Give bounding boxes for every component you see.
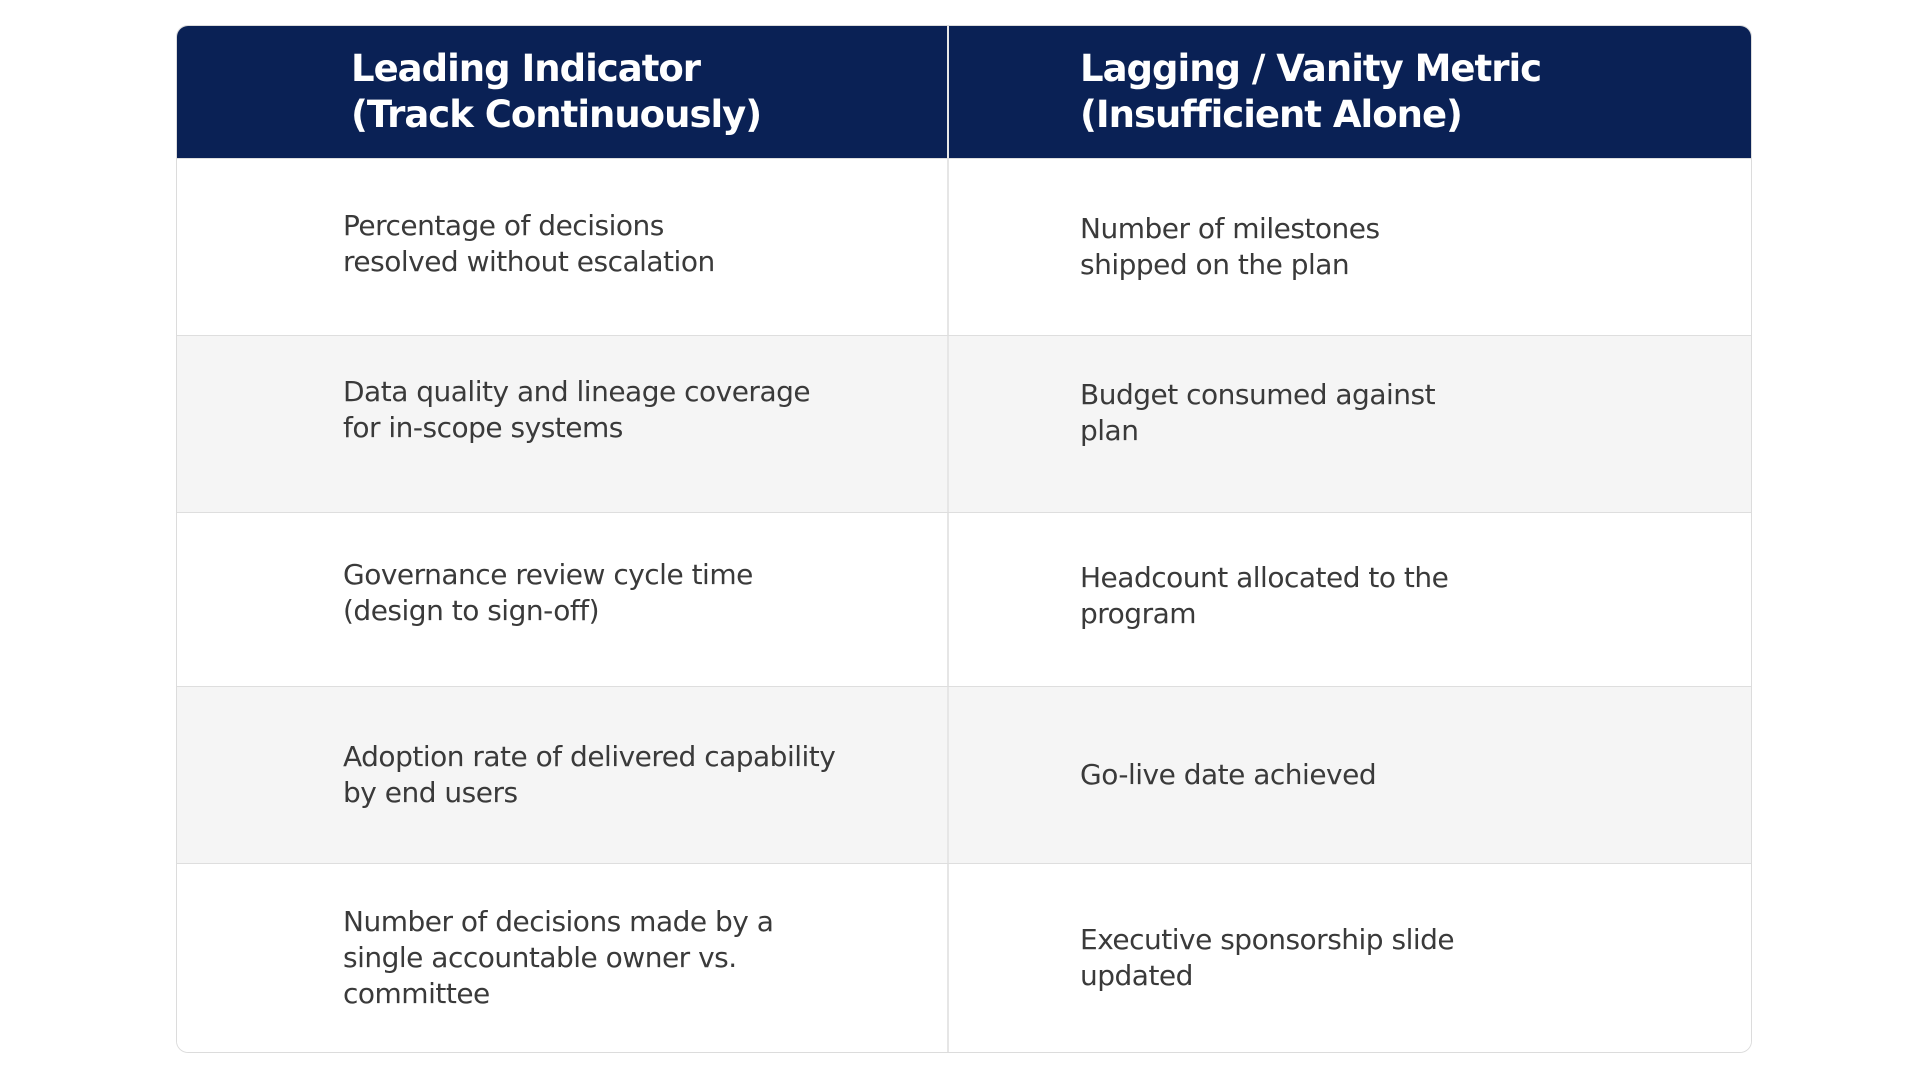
leading-cell: Adoption rate of delivered capability by… — [177, 687, 949, 863]
table-row: Data quality and lineage coverage for in… — [177, 335, 1751, 512]
header-leading-line-2: (Track Continuously) — [351, 93, 762, 136]
cell-line: updated — [1080, 959, 1193, 992]
cell-line: Number of milestones — [1080, 212, 1380, 245]
cell-line: Adoption rate of delivered capability — [343, 740, 836, 773]
cell-line: Governance review cycle time — [343, 557, 753, 591]
leading-cell: Governance review cycle time (design to … — [177, 513, 949, 686]
cell-line: for in-scope systems — [343, 411, 623, 444]
cell-line: Data quality and lineage coverage — [343, 375, 811, 408]
cell-line: Budget consumed against — [1080, 378, 1436, 411]
lagging-cell: Budget consumed against plan — [949, 336, 1751, 512]
table-row: Number of decisions made by a single acc… — [177, 863, 1751, 1052]
leading-cell: Data quality and lineage coverage for in… — [177, 336, 949, 512]
cell-line: by end users — [343, 776, 518, 809]
header-leading-indicator: Leading Indicator (Track Continuously) — [177, 26, 949, 158]
lagging-cell: Go-live date achieved — [949, 687, 1751, 863]
header-lagging-line-2: (Insufficient Alone) — [1080, 93, 1463, 136]
table-row: Governance review cycle time (design to … — [177, 512, 1751, 686]
header-lagging-line-1: Lagging / Vanity Metric — [1080, 47, 1542, 90]
header-lagging-metric: Lagging / Vanity Metric (Insufficient Al… — [949, 26, 1751, 158]
cell-line: Executive sponsorship slide — [1080, 923, 1455, 956]
cell-line: Headcount allocated to the — [1080, 561, 1449, 594]
table-header: Leading Indicator (Track Continuously) L… — [177, 26, 1751, 158]
cell-line: Number of decisions made by a — [343, 905, 774, 938]
cell-line: resolved without escalation — [343, 245, 715, 278]
leading-cell: Number of decisions made by a single acc… — [177, 864, 949, 1052]
cell-line: single accountable owner vs. — [343, 941, 737, 974]
cell-line: plan — [1080, 414, 1139, 447]
cell-line: Go-live date achieved — [1080, 758, 1377, 791]
header-leading-line-1: Leading Indicator — [351, 47, 701, 90]
cell-line: shipped on the plan — [1080, 248, 1350, 281]
table-row: Percentage of decisions resolved without… — [177, 158, 1751, 335]
table-row: Adoption rate of delivered capability by… — [177, 686, 1751, 863]
cell-line: (design to sign-off) — [343, 593, 600, 627]
lagging-cell: Number of milestones shipped on the plan — [949, 159, 1751, 335]
cell-line: program — [1080, 597, 1197, 630]
cell-line: committee — [343, 977, 490, 1010]
lagging-cell: Executive sponsorship slide updated — [949, 864, 1751, 1052]
lagging-cell: Headcount allocated to the program — [949, 513, 1751, 686]
cell-line: Percentage of decisions — [343, 209, 664, 242]
comparison-table: Leading Indicator (Track Continuously) L… — [176, 25, 1752, 1053]
leading-cell: Percentage of decisions resolved without… — [177, 159, 949, 335]
